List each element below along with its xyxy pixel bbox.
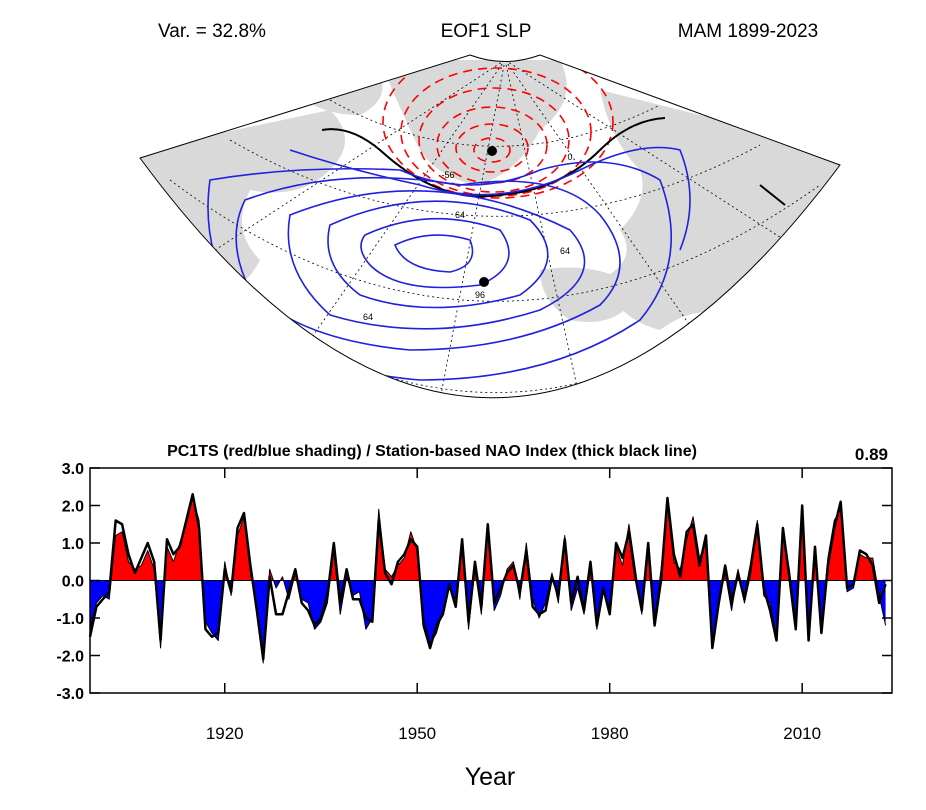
x-tick-label: 1980 xyxy=(591,724,629,743)
contour-label: 64 xyxy=(363,312,373,322)
contour-label: 64 xyxy=(455,210,465,220)
y-tick-label: 1.0 xyxy=(62,536,84,553)
x-axis-label: Year xyxy=(465,763,516,791)
chart-title: PC1TS (red/blue shading) / Station-based… xyxy=(167,443,697,460)
map-border xyxy=(139,54,841,399)
contour-label: -56 xyxy=(441,170,454,180)
contour-label: 0 xyxy=(567,152,572,162)
zero-contour xyxy=(321,117,666,198)
map: -56 0 64 64 96 64 xyxy=(139,54,841,399)
center-dot xyxy=(487,146,497,156)
negative-contours xyxy=(382,55,614,199)
y-tick-label: -3.0 xyxy=(56,686,84,703)
y-tick-label: 2.0 xyxy=(62,499,84,516)
y-tick-label: -1.0 xyxy=(56,611,84,628)
map-title-right: MAM 1899-2023 xyxy=(678,21,818,42)
y-tick-label: 0.0 xyxy=(62,574,84,591)
map-title: EOF1 SLP xyxy=(441,21,532,42)
x-tick-label: 1920 xyxy=(206,724,244,743)
y-tick-label: 3.0 xyxy=(62,461,84,478)
map-title-left: Var. = 32.8% xyxy=(158,21,266,42)
y-tick-label: -2.0 xyxy=(56,649,84,666)
x-tick-label: 2010 xyxy=(783,724,821,743)
zero-contour xyxy=(759,184,786,206)
contour-label: 64 xyxy=(560,246,570,256)
correlation: 0.89 xyxy=(855,445,888,464)
x-tick-label: 1950 xyxy=(398,724,436,743)
series-line xyxy=(88,493,887,661)
contour-label: 96 xyxy=(475,290,485,300)
center-dot xyxy=(479,277,489,287)
